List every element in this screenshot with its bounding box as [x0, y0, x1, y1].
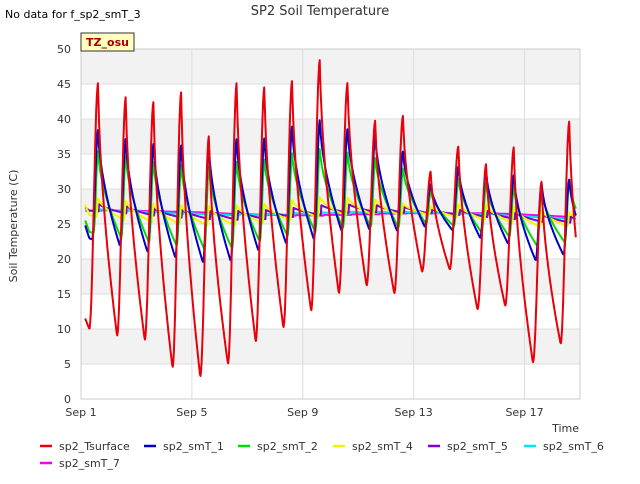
legend-item: sp2_smT_5 — [428, 440, 508, 453]
y-tick-label: 25 — [57, 218, 71, 231]
legend-item: sp2_smT_2 — [238, 440, 318, 453]
legend-label: sp2_smT_5 — [447, 440, 508, 453]
x-tick-label: Sep 1 — [65, 406, 96, 419]
no-data-note: No data for f_sp2_smT_3 — [5, 8, 141, 21]
y-tick-label: 35 — [57, 148, 71, 161]
y-tick-label: 10 — [57, 323, 71, 336]
y-tick-label: 40 — [57, 113, 71, 126]
legend-label: sp2_Tsurface — [59, 440, 130, 453]
y-tick-label: 50 — [57, 43, 71, 56]
legend-item: sp2_smT_6 — [524, 440, 604, 453]
y-tick-label: 30 — [57, 183, 71, 196]
x-tick-label: Sep 5 — [176, 406, 207, 419]
y-tick-label: 20 — [57, 253, 71, 266]
legend-item: sp2_Tsurface — [40, 440, 130, 453]
plot-band — [81, 49, 580, 84]
legend-label: sp2_smT_1 — [163, 440, 224, 453]
legend-item: sp2_smT_4 — [333, 440, 413, 453]
y-tick-label: 0 — [64, 393, 71, 406]
x-axis-ticks: Sep 1 Sep 5 Sep 9 Sep 13 Sep 17 — [65, 406, 543, 419]
chart-title: SP2 Soil Temperature — [251, 4, 389, 19]
legend-label: sp2_smT_2 — [257, 440, 318, 453]
y-tick-label: 5 — [64, 358, 71, 371]
x-tick-label: Sep 13 — [395, 406, 433, 419]
plot-band — [81, 329, 580, 364]
legend-item: sp2_smT_1 — [144, 440, 224, 453]
y-tick-label: 15 — [57, 288, 71, 301]
series-line-sp2_smT_1 — [84, 119, 577, 263]
series-line-sp2_Tsurface — [84, 59, 577, 377]
y-axis-ticks: 0 5 10 15 20 25 30 35 40 45 50 — [57, 43, 71, 406]
timezone-badge: TZ_osu — [80, 32, 135, 52]
legend: sp2_Tsurface sp2_smT_1 sp2_smT_2 sp2_smT_4 s… — [40, 440, 604, 470]
legend-label: sp2_smT_4 — [352, 440, 413, 453]
legend-label: sp2_smT_7 — [59, 457, 120, 470]
timezone-badge-label: TZ_osu — [86, 36, 129, 49]
y-axis-label: Soil Temperature (C) — [7, 170, 20, 283]
timezone-badge-box — [80, 32, 135, 52]
legend-item: sp2_smT_7 — [40, 457, 120, 470]
x-tick-label: Sep 9 — [287, 406, 318, 419]
plot-band — [81, 119, 580, 154]
y-tick-label: 45 — [57, 78, 71, 91]
x-axis-label: Time — [551, 422, 579, 435]
series-layer — [84, 59, 577, 377]
x-tick-label: Sep 17 — [505, 406, 543, 419]
plot-band — [81, 259, 580, 294]
legend-label: sp2_smT_6 — [543, 440, 604, 453]
plot-frame — [80, 48, 581, 400]
